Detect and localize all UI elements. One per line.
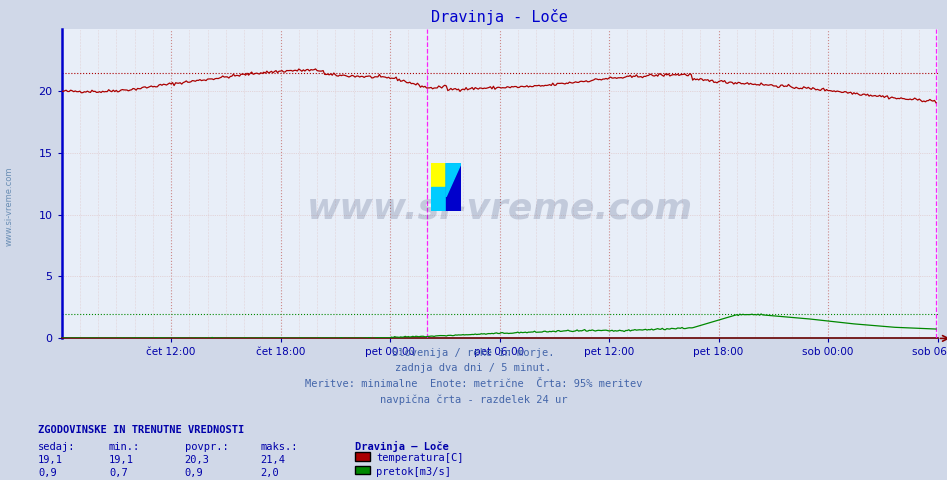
Text: Dravinja – Loče: Dravinja – Loče bbox=[355, 441, 449, 452]
Text: 20,3: 20,3 bbox=[185, 455, 209, 465]
Text: 0,9: 0,9 bbox=[38, 468, 57, 478]
Text: pretok[m3/s]: pretok[m3/s] bbox=[376, 467, 451, 477]
Text: 2,0: 2,0 bbox=[260, 468, 279, 478]
Text: 19,1: 19,1 bbox=[38, 455, 63, 465]
Text: 19,1: 19,1 bbox=[109, 455, 134, 465]
Text: temperatura[C]: temperatura[C] bbox=[376, 453, 463, 463]
Text: 0,7: 0,7 bbox=[109, 468, 128, 478]
Text: www.si-vreme.com: www.si-vreme.com bbox=[5, 167, 14, 246]
Text: 0,9: 0,9 bbox=[185, 468, 204, 478]
Text: 21,4: 21,4 bbox=[260, 455, 285, 465]
Text: zadnja dva dni / 5 minut.: zadnja dva dni / 5 minut. bbox=[396, 363, 551, 373]
Polygon shape bbox=[446, 163, 461, 211]
Text: ZGODOVINSKE IN TRENUTNE VREDNOSTI: ZGODOVINSKE IN TRENUTNE VREDNOSTI bbox=[38, 425, 244, 435]
Bar bbox=[431, 187, 446, 211]
Bar bbox=[431, 163, 446, 187]
Text: Slovenija / reke in morje.: Slovenija / reke in morje. bbox=[392, 348, 555, 358]
Text: navpična črta - razdelek 24 ur: navpična črta - razdelek 24 ur bbox=[380, 394, 567, 405]
Text: maks.:: maks.: bbox=[260, 442, 298, 452]
Text: sedaj:: sedaj: bbox=[38, 442, 76, 452]
Text: Meritve: minimalne  Enote: metrične  Črta: 95% meritev: Meritve: minimalne Enote: metrične Črta:… bbox=[305, 379, 642, 389]
Text: povpr.:: povpr.: bbox=[185, 442, 228, 452]
Text: min.:: min.: bbox=[109, 442, 140, 452]
Text: www.si-vreme.com: www.si-vreme.com bbox=[307, 192, 692, 226]
Polygon shape bbox=[446, 163, 461, 197]
Title: Dravinja - Loče: Dravinja - Loče bbox=[431, 9, 568, 25]
